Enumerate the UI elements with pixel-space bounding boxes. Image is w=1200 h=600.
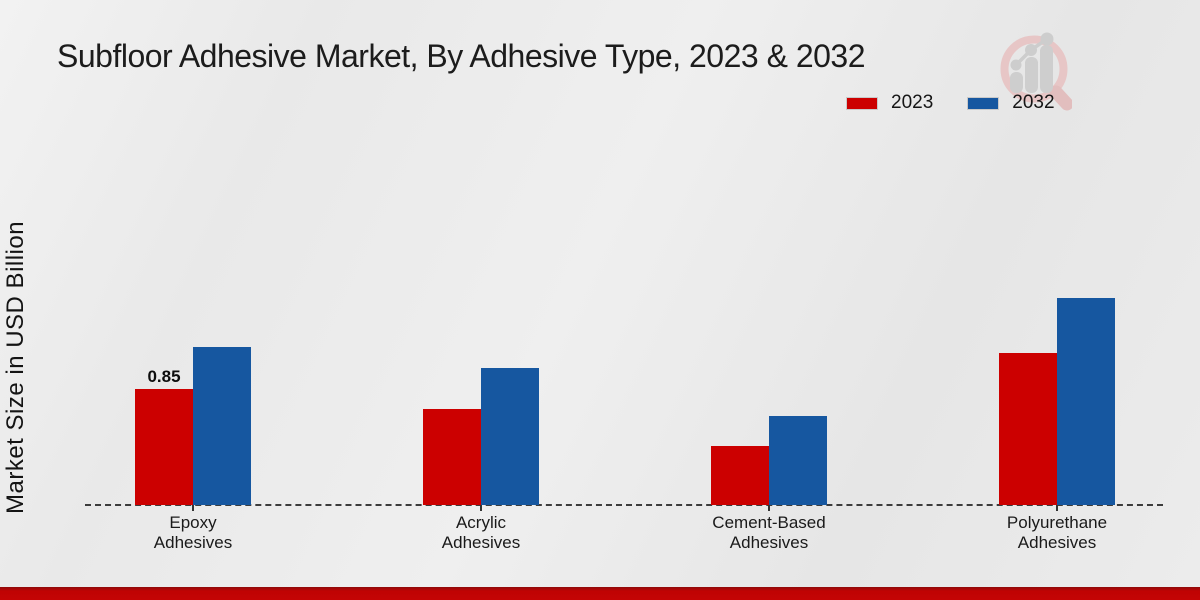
legend-item-2032: 2032 xyxy=(967,92,1055,114)
bar-2032-polyurethane-adhesives xyxy=(1057,298,1115,505)
bar-2023-polyurethane-adhesives xyxy=(999,353,1057,505)
logo-dot-medium-icon xyxy=(1025,44,1037,56)
bar-2023-acrylic-adhesives xyxy=(423,409,481,505)
bar-2032-acrylic-adhesives xyxy=(481,368,539,505)
logo-dot-large-icon xyxy=(1040,32,1054,46)
category-label-polyurethane-adhesives: Polyurethane Adhesives xyxy=(1006,513,1108,552)
x-tick-cement-based-adhesives xyxy=(768,505,770,511)
logo-dot-small-icon xyxy=(1010,59,1022,71)
chart-title: Subfloor Adhesive Market, By Adhesive Ty… xyxy=(57,38,866,74)
legend: 2023 2032 xyxy=(846,92,1055,114)
value-label-2023-epoxy-adhesives: 0.85 xyxy=(147,367,181,386)
category-label-epoxy-adhesives: Epoxy Adhesives xyxy=(153,513,233,552)
bar-2023-epoxy-adhesives xyxy=(135,389,193,505)
logo-bar-medium-icon xyxy=(1025,57,1038,93)
bar-2032-cement-based-adhesives xyxy=(769,416,827,505)
legend-item-2023: 2023 xyxy=(846,92,933,114)
footer-accent-bar xyxy=(0,587,1200,600)
logo-bar-large-icon xyxy=(1040,45,1053,93)
legend-label-2032: 2032 xyxy=(1012,92,1055,113)
category-label-cement-based-adhesives: Cement-Based Adhesives xyxy=(712,513,826,552)
magnifier-ring-icon xyxy=(1000,35,1068,103)
x-tick-epoxy-adhesives xyxy=(192,505,194,511)
category-label-acrylic-adhesives: Acrylic Adhesives xyxy=(441,513,521,552)
legend-label-2023: 2023 xyxy=(891,92,934,113)
magnifier-chart-logo-watermark xyxy=(1000,32,1072,111)
x-tick-polyurethane-adhesives xyxy=(1056,505,1058,511)
bar-2032-epoxy-adhesives xyxy=(193,347,251,505)
legend-swatch-2023 xyxy=(846,96,878,110)
logo-bar-small-icon xyxy=(1010,72,1023,93)
bar-2023-cement-based-adhesives xyxy=(711,446,769,505)
magnifier-handle-icon xyxy=(1049,85,1072,111)
x-tick-acrylic-adhesives xyxy=(480,505,482,511)
legend-swatch-2032 xyxy=(967,96,1000,110)
x-axis-dashed-line xyxy=(85,504,1163,506)
